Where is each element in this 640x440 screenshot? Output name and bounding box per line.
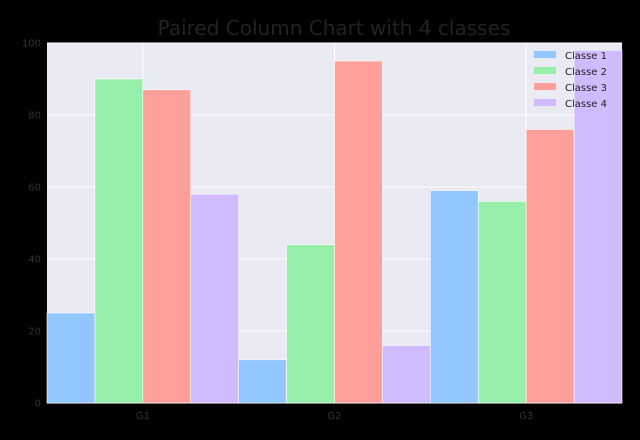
y-tick-label-3: 60	[28, 183, 41, 194]
x-axis-ticks: G1 G2 G3	[136, 411, 533, 422]
bar-g1-series-3	[142, 89, 192, 404]
legend-swatch-series-3	[534, 83, 556, 90]
y-tick-label-0: 0	[35, 399, 41, 410]
chart-title: Paired Column Chart with 4 classes	[158, 16, 511, 40]
x-tick-label-g1: G1	[136, 411, 150, 422]
bar-g1-series-1	[46, 312, 96, 404]
legend-label-series-2: Classe 2	[565, 67, 607, 78]
bar-g3-series-2	[477, 201, 527, 404]
bar-g3-series-1	[430, 190, 479, 404]
legend-swatch-series-1	[534, 51, 556, 58]
legend-label-series-3: Classe 3	[565, 83, 607, 94]
bar-g1-series-4	[190, 193, 239, 404]
x-tick-label-g2: G2	[327, 411, 341, 422]
y-tick-label-1: 20	[28, 327, 41, 338]
bar-g1-series-2	[94, 78, 144, 404]
bar-g2-series-2	[286, 244, 335, 404]
y-axis-ticks: 0 20 40 60 80 100	[22, 39, 41, 410]
x-tick-label-g3: G3	[519, 411, 533, 422]
legend-label-series-1: Classe 1	[565, 51, 607, 62]
y-tick-label-5: 100	[22, 39, 41, 50]
legend-swatch-series-4	[534, 99, 556, 106]
y-tick-label-4: 80	[28, 111, 41, 122]
legend-swatch-series-2	[534, 67, 556, 74]
bar-g2-series-4	[382, 345, 431, 404]
bar-g3-series-4	[573, 49, 623, 404]
bar-g3-series-3	[525, 129, 575, 404]
bars	[46, 49, 623, 404]
legend-label-series-4: Classe 4	[565, 99, 607, 110]
legend: Classe 1 Classe 2 Classe 3 Classe 4	[534, 51, 607, 110]
bar-g2-series-1	[238, 359, 287, 404]
y-tick-label-2: 40	[28, 255, 41, 266]
bar-g2-series-3	[334, 60, 383, 404]
